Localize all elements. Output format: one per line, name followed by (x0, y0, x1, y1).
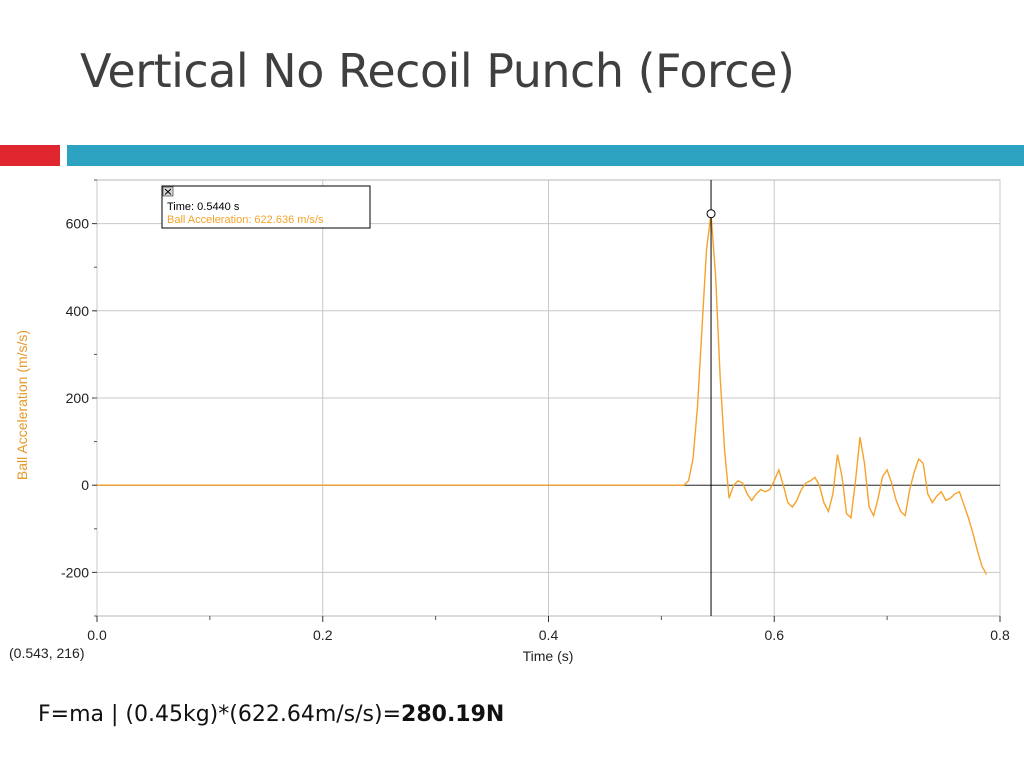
x-tick-label: 0.2 (313, 627, 333, 643)
formula-prefix: F=ma | (0.45kg)*(622.64m/s/s)= (38, 702, 402, 727)
series-line-ball-acceleration (97, 213, 988, 575)
accent-bar-red (0, 145, 60, 166)
peak-marker[interactable] (706, 209, 716, 219)
y-tick-labels: -200 0 200 400 600 (61, 216, 89, 581)
slide-title: Vertical No Recoil Punch (Force) (80, 44, 795, 98)
tooltip-value: Ball Acceleration: 622.636 m/s/s (167, 214, 324, 226)
close-icon-stroke-b (164, 188, 172, 195)
y-tick-label: 400 (66, 303, 90, 319)
data-tooltip: Time: 0.5440 s Ball Acceleration: 622.63… (161, 185, 371, 229)
y-axis-label: Ball Acceleration (m/s/s) (14, 330, 30, 480)
y-tick-label: 600 (66, 216, 90, 232)
accent-bar-blue (67, 145, 1024, 166)
x-tick-label: 0.6 (765, 627, 785, 643)
x-tick-label: 0.0 (87, 627, 107, 643)
y-tick-label: -200 (61, 564, 89, 580)
axis-ticks (92, 179, 1001, 622)
formula-result: 280.19N (401, 702, 505, 727)
tooltip-time: Time: 0.5440 s (167, 201, 240, 213)
y-tick-label: 200 (66, 390, 90, 406)
x-tick-labels: 0.0 0.2 0.4 0.6 0.8 (87, 627, 1010, 643)
cursor-readout: (0.543, 216) (9, 645, 85, 661)
x-axis-label: Time (s) (523, 648, 574, 664)
x-tick-label: 0.4 (539, 627, 559, 643)
y-tick-label: 0 (81, 477, 89, 493)
x-tick-label: 0.8 (990, 627, 1010, 643)
force-formula: F=ma | (0.45kg)*(622.64m/s/s)=280.19N (38, 702, 504, 727)
acceleration-chart[interactable]: -200 0 200 400 600 0.0 0.2 0.4 0.6 0.8 Time: 0.5… (0, 168, 1024, 668)
